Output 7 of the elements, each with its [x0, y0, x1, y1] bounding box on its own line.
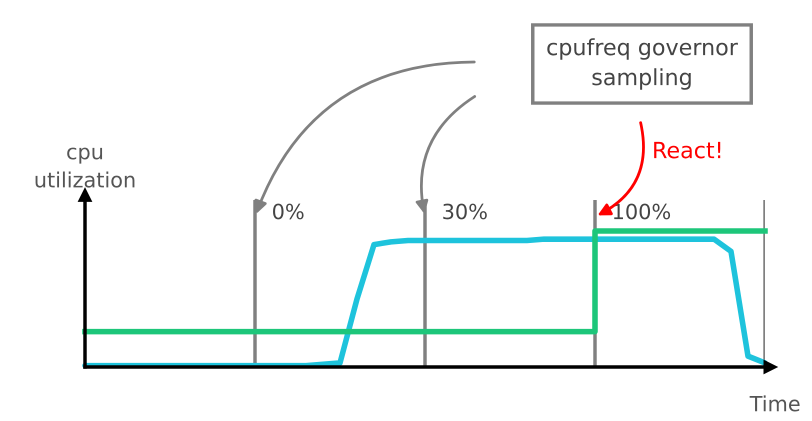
- text: 100%: [614, 204, 670, 220]
- text: 30%: [443, 204, 487, 220]
- text: React!: [654, 142, 720, 158]
- text: 0%: [273, 204, 304, 220]
- y-axis-title: cpu utilization: [36, 148, 134, 188]
- x-axis-title: Time: [750, 395, 800, 412]
- text: cpufreq governor sampling: [547, 38, 738, 90]
